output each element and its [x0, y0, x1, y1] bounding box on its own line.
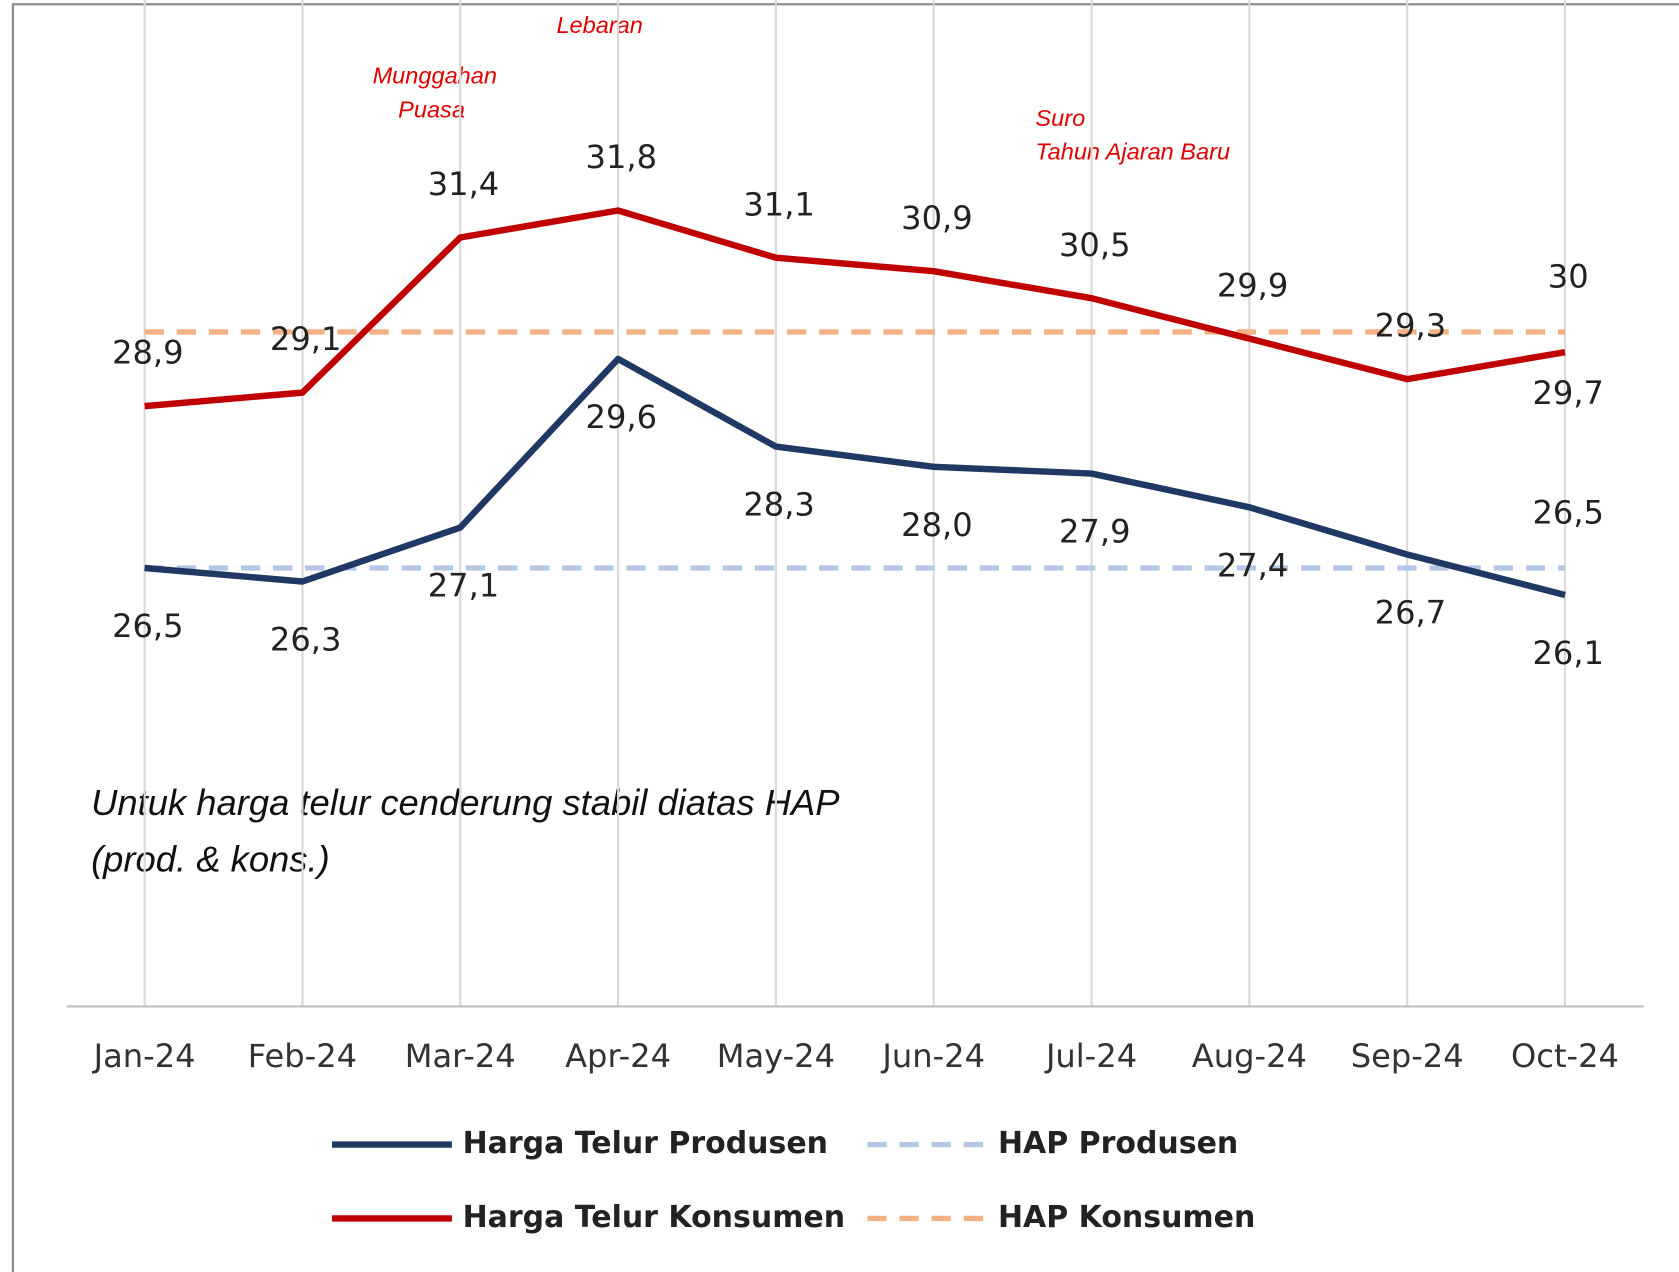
data-label: 31,8 — [586, 138, 658, 176]
data-label: 26,5 — [112, 607, 184, 645]
annotation: Munggahan — [373, 62, 497, 88]
note: Untuk harga telur cenderung stabil diata… — [91, 782, 840, 823]
x-tick-label: Oct-24 — [1511, 1037, 1619, 1075]
annotation: Lebaran — [556, 12, 642, 38]
data-label: 30,9 — [901, 199, 973, 237]
data-label: 26,3 — [270, 620, 342, 658]
legend-label: Harga Telur Produsen — [463, 1126, 828, 1161]
data-label: 27,1 — [428, 566, 500, 604]
x-tick-label: May-24 — [717, 1037, 835, 1075]
series-line — [144, 355, 1566, 599]
legend-label: Harga Telur Konsumen — [463, 1200, 845, 1235]
data-label: 31,1 — [743, 185, 815, 223]
data-label: 28,0 — [901, 506, 973, 544]
annotation: Suro — [1035, 105, 1085, 131]
x-tick-label: Sep-24 — [1351, 1037, 1464, 1075]
data-label: 27,4 — [1217, 546, 1289, 584]
x-tick-label: Jan-24 — [92, 1037, 196, 1075]
data-label: 26,7 — [1375, 593, 1447, 631]
data-label: 29,6 — [586, 398, 658, 436]
x-tick-label: Jul-24 — [1044, 1037, 1137, 1075]
data-label: 31,4 — [428, 165, 500, 203]
data-label: 29,3 — [1375, 307, 1447, 345]
data-label: 28,3 — [743, 486, 815, 524]
series-line — [144, 207, 1566, 410]
legend-label: HAP Konsumen — [998, 1200, 1255, 1235]
x-tick-label: Mar-24 — [405, 1037, 516, 1075]
legend-label: HAP Produsen — [998, 1126, 1238, 1161]
data-label: 29,7 — [1532, 374, 1604, 412]
data-label: 30,5 — [1059, 226, 1131, 264]
data-label: 28,9 — [112, 334, 184, 372]
note: (prod. & kons.) — [91, 839, 330, 880]
data-label: 29,9 — [1217, 266, 1289, 304]
x-tick-label: Aug-24 — [1192, 1037, 1307, 1075]
chart-frame — [11, 3, 1679, 1272]
x-tick-label: Feb-24 — [248, 1037, 357, 1075]
data-label: 27,9 — [1059, 513, 1131, 551]
data-label: 26,5 — [1532, 493, 1604, 531]
annotation: Tahun Ajaran Baru — [1035, 138, 1230, 164]
data-label: 30 — [1548, 257, 1589, 295]
annotation: Puasa — [398, 97, 465, 123]
data-label: 29,1 — [270, 320, 342, 358]
x-tick-label: Apr-24 — [565, 1037, 671, 1075]
x-tick-label: Jun-24 — [880, 1037, 985, 1075]
data-label: 26,1 — [1532, 634, 1604, 672]
